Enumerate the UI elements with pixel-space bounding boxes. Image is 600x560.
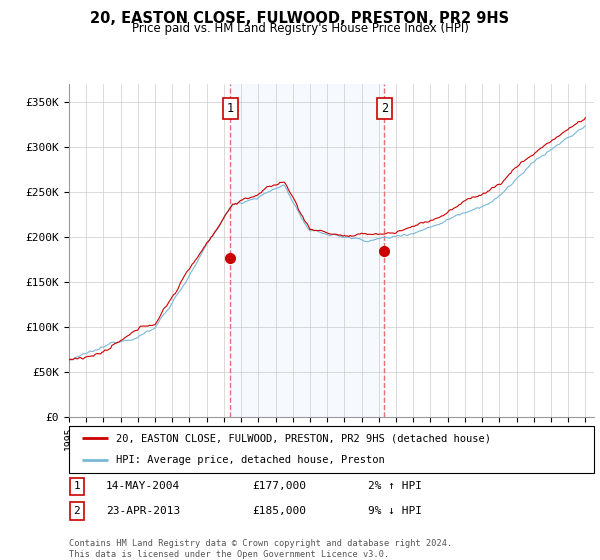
Text: 20, EASTON CLOSE, FULWOOD, PRESTON, PR2 9HS: 20, EASTON CLOSE, FULWOOD, PRESTON, PR2 … — [91, 11, 509, 26]
Text: 1: 1 — [74, 482, 80, 492]
Text: £177,000: £177,000 — [253, 482, 307, 492]
Text: Price paid vs. HM Land Registry's House Price Index (HPI): Price paid vs. HM Land Registry's House … — [131, 22, 469, 35]
Text: 14-MAY-2004: 14-MAY-2004 — [106, 482, 180, 492]
Text: HPI: Average price, detached house, Preston: HPI: Average price, detached house, Pres… — [116, 455, 385, 465]
Text: 2: 2 — [381, 102, 388, 115]
Text: 1: 1 — [227, 102, 234, 115]
Text: 2: 2 — [74, 506, 80, 516]
Bar — [230, 84, 385, 417]
Text: 23-APR-2013: 23-APR-2013 — [106, 506, 180, 516]
Text: 2% ↑ HPI: 2% ↑ HPI — [368, 482, 422, 492]
Text: 9% ↓ HPI: 9% ↓ HPI — [368, 506, 422, 516]
Text: £185,000: £185,000 — [253, 506, 307, 516]
Text: Contains HM Land Registry data © Crown copyright and database right 2024.
This d: Contains HM Land Registry data © Crown c… — [69, 539, 452, 559]
FancyBboxPatch shape — [69, 426, 594, 473]
Text: 20, EASTON CLOSE, FULWOOD, PRESTON, PR2 9HS (detached house): 20, EASTON CLOSE, FULWOOD, PRESTON, PR2 … — [116, 433, 491, 444]
